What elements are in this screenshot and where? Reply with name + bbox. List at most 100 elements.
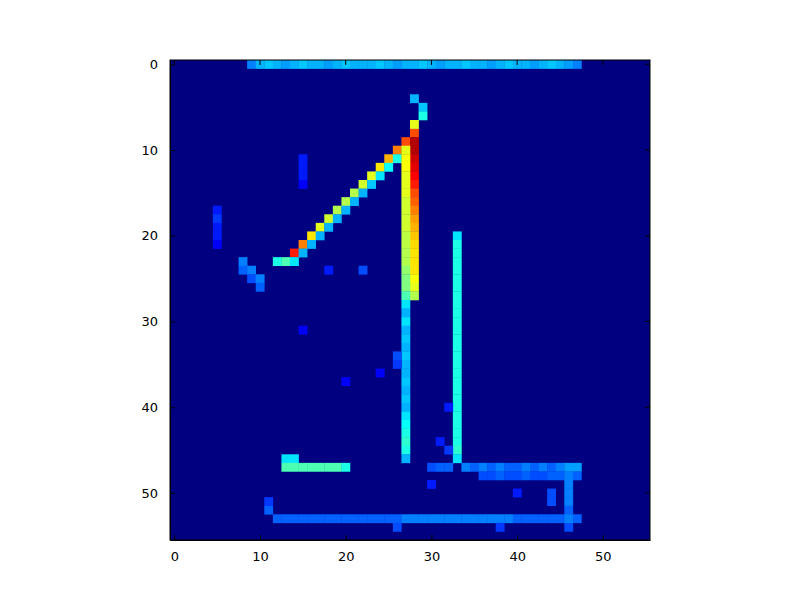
cell: [453, 231, 462, 240]
cell: [410, 257, 419, 266]
y-tick-label: 0: [150, 57, 158, 72]
cell: [401, 369, 410, 378]
cell: [410, 129, 419, 138]
cell: [453, 309, 462, 318]
cell: [539, 60, 548, 69]
cell: [410, 514, 419, 523]
cell: [350, 60, 359, 69]
y-tick-mark: [170, 321, 175, 322]
cell: [281, 514, 290, 523]
cell: [410, 120, 419, 129]
cell: [393, 60, 402, 69]
cell: [410, 240, 419, 249]
cell: [504, 463, 513, 472]
cell: [453, 283, 462, 292]
cell: [367, 171, 376, 180]
cell: [453, 317, 462, 326]
cell: [290, 463, 299, 472]
cell: [307, 231, 316, 240]
cell: [530, 471, 539, 480]
cell: [410, 291, 419, 300]
cell: [401, 231, 410, 240]
cell: [401, 240, 410, 249]
cell: [453, 257, 462, 266]
x-tick-label: 30: [424, 549, 441, 564]
y-tick-mark: [170, 150, 175, 151]
mirror-ticks: [174, 60, 650, 493]
cell: [410, 180, 419, 189]
y-tick: 20: [141, 228, 175, 243]
cell: [436, 60, 445, 69]
cell: [453, 386, 462, 395]
y-tick-mark-right: [645, 407, 650, 408]
cell: [401, 343, 410, 352]
cell: [410, 94, 419, 103]
cell: [556, 463, 565, 472]
cell: [401, 429, 410, 438]
cell: [401, 249, 410, 258]
cell: [410, 60, 419, 69]
cell: [547, 514, 556, 523]
cell: [213, 231, 222, 240]
x-tick-label: 20: [338, 549, 355, 564]
cell: [359, 180, 368, 189]
cell: [427, 514, 436, 523]
cell: [401, 334, 410, 343]
cell: [547, 489, 556, 498]
cell: [307, 240, 316, 249]
y-axis: 01020304050: [141, 57, 175, 541]
cell: [401, 171, 410, 180]
cell: [496, 523, 505, 532]
cell: [436, 463, 445, 472]
cell: [401, 411, 410, 420]
cell: [419, 111, 428, 120]
cell: [410, 154, 419, 163]
cell: [453, 249, 462, 258]
cell: [316, 463, 325, 472]
cell: [453, 334, 462, 343]
cell: [410, 171, 419, 180]
y-tick-mark-right: [645, 150, 650, 151]
cell: [530, 463, 539, 472]
cell: [299, 171, 308, 180]
cell: [341, 206, 350, 215]
cell: [410, 266, 419, 275]
cell: [264, 60, 273, 69]
cell: [401, 223, 410, 232]
cell: [299, 154, 308, 163]
cell: [341, 377, 350, 386]
cell: [564, 480, 573, 489]
x-tick-mark: [603, 535, 604, 540]
cell: [393, 146, 402, 155]
cell: [410, 214, 419, 223]
cell: [401, 351, 410, 360]
cell: [290, 249, 299, 258]
y-tick-mark: [170, 493, 175, 494]
cell: [401, 146, 410, 155]
cell: [496, 471, 505, 480]
cell: [401, 514, 410, 523]
cell: [410, 197, 419, 206]
cell: [573, 471, 582, 480]
cell: [479, 514, 488, 523]
y-tick: 30: [141, 314, 175, 329]
cell: [479, 463, 488, 472]
cell: [479, 471, 488, 480]
cell: [453, 429, 462, 438]
cell: [573, 463, 582, 472]
y-axis-line: [170, 61, 171, 541]
cell: [324, 514, 333, 523]
cell: [427, 60, 436, 69]
cell: [401, 446, 410, 455]
cell: [256, 283, 265, 292]
cell: [333, 206, 342, 215]
cell: [410, 137, 419, 146]
cell: [453, 369, 462, 378]
cell: [410, 223, 419, 232]
cell: [410, 249, 419, 258]
y-tick-mark-right: [645, 492, 650, 493]
cell: [401, 60, 410, 69]
x-tick-label: 0: [171, 549, 179, 564]
cell: [444, 403, 453, 412]
cell: [393, 514, 402, 523]
